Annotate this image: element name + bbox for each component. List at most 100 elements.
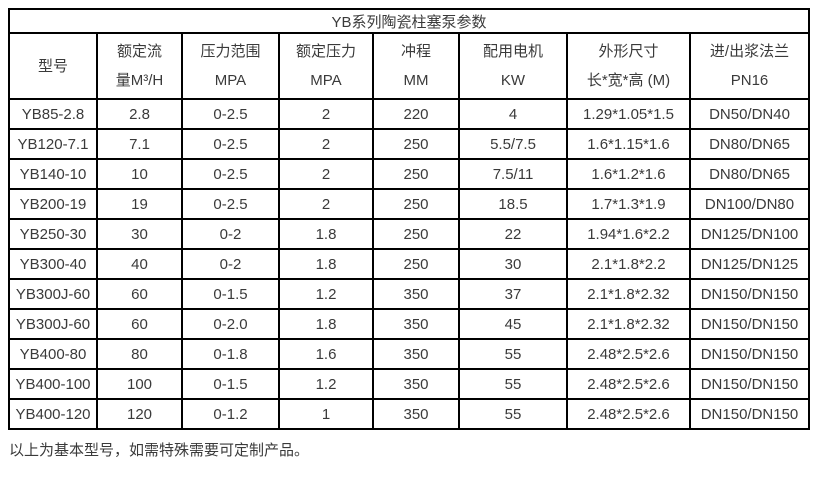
table-cell: 0-2.0 bbox=[181, 308, 280, 340]
table-title-row: YB系列陶瓷柱塞泵参数 bbox=[7, 8, 811, 34]
column-header-line: 量M³/H bbox=[115, 72, 164, 89]
table-cell: 0-2 bbox=[181, 218, 280, 250]
table-cell: 0-1.5 bbox=[181, 278, 280, 310]
table-cell: 350 bbox=[372, 398, 460, 430]
table-cell: YB400-80 bbox=[8, 338, 98, 370]
table-cell: DN100/DN80 bbox=[688, 188, 811, 220]
column-header-line: 配用电机 bbox=[482, 43, 543, 60]
table-row: YB300J-60 60 0-2.0 1.8 350 45 2.1*1.8*2.32 DN15… bbox=[8, 308, 811, 340]
table-row: YB120-7.1 7.1 0-2.5 2 250 5.5/7.5 1.6*1.15*1.6… bbox=[8, 128, 811, 160]
table-cell: 7.5/11 bbox=[458, 158, 568, 190]
table-cell: DN125/DN125 bbox=[688, 248, 811, 280]
table-cell: 7.1 bbox=[96, 128, 183, 160]
table-cell: 250 bbox=[372, 128, 460, 160]
table-cell: 2 bbox=[278, 158, 374, 190]
table-cell: 250 bbox=[372, 158, 460, 190]
table-row: YB300J-60 60 0-1.5 1.2 350 37 2.1*1.8*2.32 DN15… bbox=[8, 278, 811, 310]
table-cell: DN80/DN65 bbox=[688, 128, 811, 160]
table-cell: 1.2 bbox=[278, 278, 374, 310]
table-cell: 19 bbox=[96, 188, 183, 220]
table-cell: 37 bbox=[458, 278, 568, 310]
table-cell: 55 bbox=[458, 338, 568, 370]
column-header: 冲程 MM bbox=[372, 32, 460, 100]
column-header-line: PN16 bbox=[730, 72, 769, 89]
table-cell: 60 bbox=[96, 308, 183, 340]
table-row: YB300-40 40 0-2 1.8 250 30 2.1*1.8*2.2 DN125/DN… bbox=[8, 248, 811, 280]
table-cell: 5.5/7.5 bbox=[458, 128, 568, 160]
table-cell: DN150/DN150 bbox=[688, 398, 811, 430]
column-header-line: 长*宽*高 (M) bbox=[586, 72, 671, 89]
table-row: YB200-19 19 0-2.5 2 250 18.5 1.7*1.3*1.9 DN100/… bbox=[8, 188, 811, 220]
table-cell: 2.1*1.8*2.2 bbox=[566, 248, 691, 280]
table-cell: 250 bbox=[372, 188, 460, 220]
table-cell: 1.6*1.15*1.6 bbox=[566, 128, 691, 160]
column-header: 配用电机 KW bbox=[458, 32, 568, 100]
column-header-line: 冲程 bbox=[400, 43, 431, 60]
table-cell: 1.8 bbox=[278, 248, 374, 280]
column-header: 型号 bbox=[8, 32, 98, 100]
table-cell: 350 bbox=[372, 338, 460, 370]
table-cell: 220 bbox=[372, 98, 460, 130]
table-cell: YB400-100 bbox=[8, 368, 98, 400]
table-cell: 2.8 bbox=[96, 98, 183, 130]
table-cell: 2.48*2.5*2.6 bbox=[566, 368, 691, 400]
table-cell: 2.1*1.8*2.32 bbox=[566, 308, 691, 340]
column-header-line: MM bbox=[403, 72, 429, 89]
table-cell: 350 bbox=[372, 368, 460, 400]
column-header-line: 压力范围 bbox=[200, 43, 261, 60]
table-cell: 2.48*2.5*2.6 bbox=[566, 398, 691, 430]
column-header-line: 外形尺寸 bbox=[598, 43, 659, 60]
table-cell: 0-2.5 bbox=[181, 158, 280, 190]
table-cell: 55 bbox=[458, 368, 568, 400]
table-cell: 1.29*1.05*1.5 bbox=[566, 98, 691, 130]
column-header-line: KW bbox=[500, 72, 526, 89]
table-cell: YB120-7.1 bbox=[8, 128, 98, 160]
table-cell: 22 bbox=[458, 218, 568, 250]
table-row: YB85-2.8 2.8 0-2.5 2 220 4 1.29*1.05*1.5 DN50/D… bbox=[8, 98, 811, 130]
table-cell: 18.5 bbox=[458, 188, 568, 220]
column-header: 外形尺寸长*宽*高 (M) bbox=[566, 32, 691, 100]
table-cell: 80 bbox=[96, 338, 183, 370]
table-cell: DN150/DN150 bbox=[688, 278, 811, 310]
table-cell: DN125/DN100 bbox=[688, 218, 811, 250]
table-cell: YB300J-60 bbox=[8, 278, 98, 310]
column-header-line: 额定压力 bbox=[295, 43, 356, 60]
table-cell: 350 bbox=[372, 278, 460, 310]
table-cell: 2 bbox=[278, 98, 374, 130]
column-header-line: MPA bbox=[214, 72, 247, 89]
table-cell: 1.6 bbox=[278, 338, 374, 370]
table-cell: 55 bbox=[458, 398, 568, 430]
spec-table: YB系列陶瓷柱塞泵参数 型号 额定流 量M³/H 压力范围 MPA 额定压力 MPA 冲程 MM… bbox=[7, 8, 811, 430]
table-cell: YB300J-60 bbox=[8, 308, 98, 340]
table-cell: 120 bbox=[96, 398, 183, 430]
column-header-line: 型号 bbox=[37, 57, 68, 75]
table-cell: 0-1.5 bbox=[181, 368, 280, 400]
table-cell: 0-2.5 bbox=[181, 188, 280, 220]
table-cell: 250 bbox=[372, 218, 460, 250]
table-cell: 1.8 bbox=[278, 308, 374, 340]
table-cell: 60 bbox=[96, 278, 183, 310]
table-cell: 1.2 bbox=[278, 368, 374, 400]
table-cell: YB400-120 bbox=[8, 398, 98, 430]
table-cell: 40 bbox=[96, 248, 183, 280]
column-header-line: 额定流 bbox=[116, 43, 162, 60]
column-header: 额定流量M³/H bbox=[96, 32, 183, 100]
table-header-row: 型号 额定流 量M³/H 压力范围 MPA 额定压力 MPA 冲程 MM 配用电机 KW 外形尺寸 长*… bbox=[8, 32, 811, 100]
table-row: YB400-100 100 0-1.5 1.2 350 55 2.48*2.5*2.6 DN1… bbox=[8, 368, 811, 400]
table-cell: DN150/DN150 bbox=[688, 308, 811, 340]
table-row: YB400-80 80 0-1.8 1.6 350 55 2.48*2.5*2.6 DN150… bbox=[8, 338, 811, 370]
table-cell: 250 bbox=[372, 248, 460, 280]
table-cell: YB300-40 bbox=[8, 248, 98, 280]
table-cell: 2 bbox=[278, 188, 374, 220]
table-cell: 2 bbox=[278, 128, 374, 160]
table-cell: 1.7*1.3*1.9 bbox=[566, 188, 691, 220]
table-cell: DN150/DN150 bbox=[688, 368, 811, 400]
table-cell: 30 bbox=[96, 218, 183, 250]
table-cell: 1 bbox=[278, 398, 374, 430]
table-cell: 30 bbox=[458, 248, 568, 280]
page: YB系列陶瓷柱塞泵参数 型号 额定流 量M³/H 压力范围 MPA 额定压力 MPA 冲程 MM… bbox=[7, 8, 811, 459]
table-cell: 0-2.5 bbox=[181, 98, 280, 130]
column-header: 压力范围 MPA bbox=[181, 32, 280, 100]
table-cell: YB250-30 bbox=[8, 218, 98, 250]
table-cell: 2.1*1.8*2.32 bbox=[566, 278, 691, 310]
